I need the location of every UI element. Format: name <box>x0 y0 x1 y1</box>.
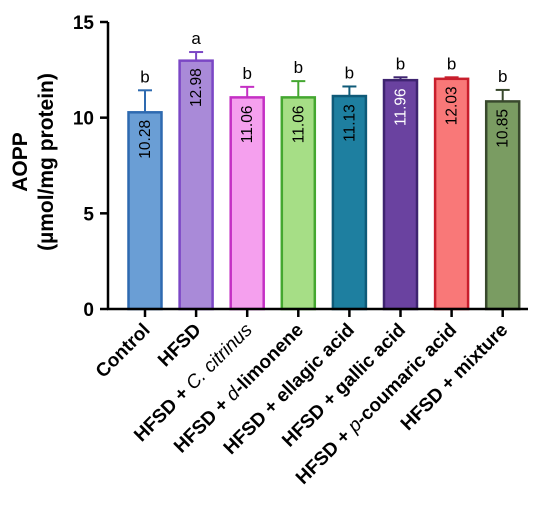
bar <box>280 96 317 311</box>
significance-label: b <box>345 63 354 82</box>
significance-label: a <box>191 29 201 48</box>
significance-label: b <box>447 54 456 73</box>
bar <box>127 111 163 311</box>
y-tick-label: 10 <box>73 109 94 130</box>
bar <box>331 94 368 311</box>
value-label: 11.06 <box>290 106 307 144</box>
category-label-part: Control <box>92 320 155 383</box>
value-label: 11.96 <box>393 88 410 126</box>
category-label: Control <box>92 320 155 383</box>
significance-label: b <box>396 54 405 73</box>
significance-label: b <box>294 58 303 77</box>
value-label: 10.28 <box>137 120 154 159</box>
y-axis-title-line1: AOPP <box>9 132 32 192</box>
bar-group: b 11.06 <box>280 58 317 311</box>
y-tick-label: 15 <box>73 13 95 34</box>
value-label: 12.98 <box>188 68 205 107</box>
value-label: 10.85 <box>495 109 512 148</box>
y-axis-title-line2: (µmol/mg protein) <box>35 73 58 251</box>
bar-group: b 11.06 <box>229 64 265 311</box>
significance-label: b <box>140 67 149 86</box>
bar-group: b 10.85 <box>484 67 521 311</box>
y-axis: 0 5 10 15 <box>73 13 110 321</box>
y-tick-label: 0 <box>83 300 94 321</box>
significance-label: b <box>498 67 507 86</box>
significance-label: b <box>242 64 251 83</box>
value-label: 11.13 <box>341 104 358 142</box>
bar-group: b 11.96 <box>382 54 419 311</box>
bar-group: b 11.13 <box>331 63 368 311</box>
bar <box>178 59 214 311</box>
y-tick-label: 5 <box>83 204 94 225</box>
value-label: 12.03 <box>444 86 461 125</box>
value-label: 11.06 <box>239 106 256 144</box>
bar-group: b 12.03 <box>433 54 470 311</box>
x-axis <box>107 307 528 317</box>
bars: b 10.28 a 12.98 b 11.06 b 11.06 b 11.13 b 11.96 b 12.… <box>127 29 521 311</box>
bar-group: a 12.98 <box>178 29 214 311</box>
bar-group: b 10.28 <box>127 67 163 311</box>
y-axis-title: AOPP (µmol/mg protein) <box>9 73 58 251</box>
